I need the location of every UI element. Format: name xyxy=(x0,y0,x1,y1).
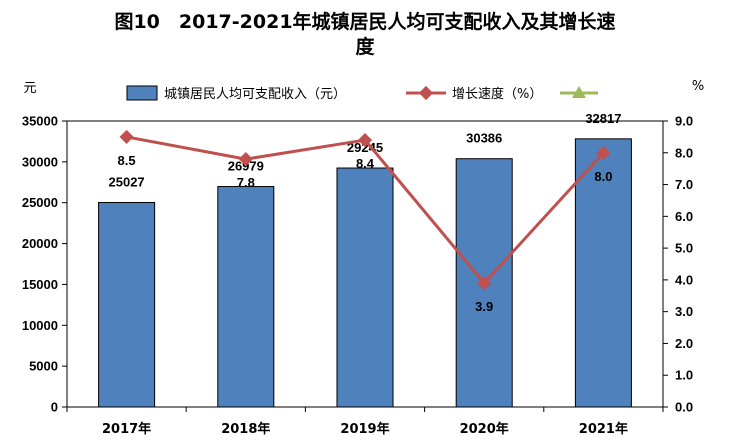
y-left-axis: 0 5000 10000 15000 20000 25000 30000 35000 xyxy=(22,114,67,415)
legend-line-marker xyxy=(418,85,434,101)
y-right-tick-label: 0.0 xyxy=(675,400,693,415)
growth-value-label: 8.4 xyxy=(356,156,375,171)
chart-title-line2: 度 xyxy=(355,35,375,58)
bar xyxy=(574,138,632,408)
bar xyxy=(336,167,394,408)
y-right-axis: 0.0 1.0 2.0 3.0 4.0 5.0 6.0 7.0 8.0 9.0 xyxy=(663,114,693,415)
y-right-tick-label: 9.0 xyxy=(675,114,693,129)
y-right-unit: % xyxy=(692,79,704,94)
growth-point xyxy=(477,275,492,291)
y-right-tick-label: 6.0 xyxy=(675,209,693,224)
bar-value-label: 32817 xyxy=(585,111,621,126)
bar-value-label: 30386 xyxy=(466,131,502,146)
legend-bar-label: 城镇居民人均可支配收入（元） xyxy=(164,87,346,102)
legend-extra-triangle-marker xyxy=(572,86,586,98)
growth-point xyxy=(357,132,373,148)
legend: 城镇居民人均可支配收入（元） 增长速度（%） xyxy=(126,85,598,102)
bar xyxy=(98,201,156,408)
x-tick-label: 2018年 xyxy=(221,421,270,437)
growth-value-label: 8.5 xyxy=(118,153,136,168)
x-axis: 2017年 2018年 2019年 2020年 2021年 xyxy=(66,407,664,437)
growth-value-label: 8.0 xyxy=(594,169,612,184)
x-tick-label: 2020年 xyxy=(460,421,509,437)
y-left-tick-label: 25000 xyxy=(22,195,58,210)
y-right-tick-label: 7.0 xyxy=(675,177,693,192)
chart-title-line1: 图10 2017-2021年城镇居民人均可支配收入及其增长速 xyxy=(114,10,615,33)
bar-series xyxy=(98,138,632,408)
growth-point xyxy=(596,145,611,160)
y-left-tick-label: 15000 xyxy=(22,277,58,292)
y-right-tick-label: 3.0 xyxy=(675,304,693,319)
y-left-tick-label: 5000 xyxy=(29,359,58,374)
y-left-tick-label: 0 xyxy=(51,400,58,415)
y-left-tick-label: 30000 xyxy=(22,154,58,169)
bar xyxy=(217,186,275,408)
y-left-unit: 元 xyxy=(23,81,36,96)
growth-value-label: 3.9 xyxy=(475,299,493,314)
y-left-tick-label: 10000 xyxy=(22,318,58,333)
x-tick-label: 2017年 xyxy=(102,421,151,437)
growth-value-labels: 8.5 7.8 8.4 3.9 8.0 xyxy=(118,153,613,314)
y-right-tick-label: 2.0 xyxy=(675,336,693,351)
bar-value-label: 25027 xyxy=(109,174,145,189)
growth-value-label: 7.8 xyxy=(237,175,255,190)
y-right-tick-label: 1.0 xyxy=(675,368,693,383)
y-right-tick-label: 4.0 xyxy=(675,272,693,287)
x-tick-label: 2021年 xyxy=(579,421,628,437)
growth-point xyxy=(119,129,134,144)
legend-bar-swatch xyxy=(126,85,158,101)
x-tick-label: 2019年 xyxy=(340,421,389,437)
y-left-tick-label: 35000 xyxy=(22,114,58,129)
growth-point xyxy=(238,152,253,167)
y-left-tick-label: 20000 xyxy=(22,236,58,251)
y-right-tick-label: 8.0 xyxy=(675,145,693,160)
y-right-tick-label: 5.0 xyxy=(675,241,693,256)
legend-line-label: 增长速度（%） xyxy=(452,86,542,102)
